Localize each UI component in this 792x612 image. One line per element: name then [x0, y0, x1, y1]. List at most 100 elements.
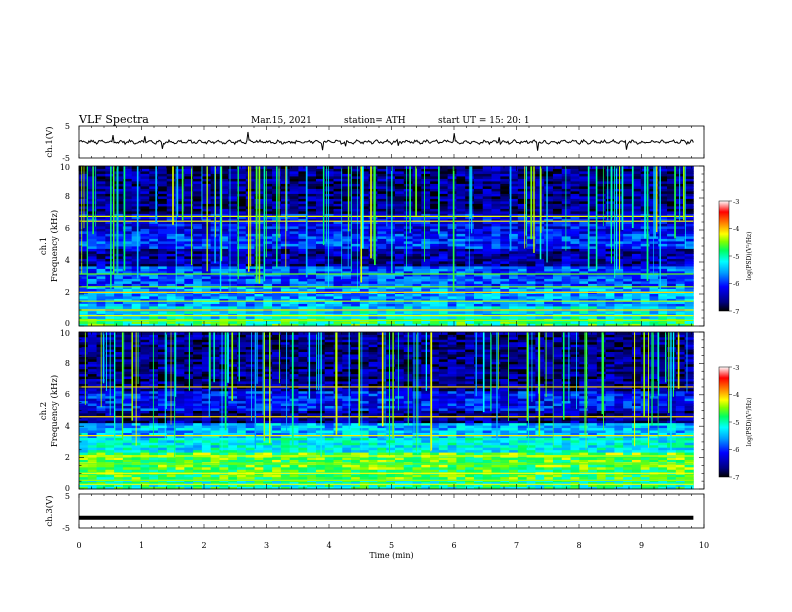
spectrogram-cell	[254, 486, 264, 490]
spectrogram-cell	[87, 166, 97, 169]
spectrogram-cell	[570, 168, 580, 172]
spectrogram-cell	[640, 281, 650, 284]
spectrogram-cell	[614, 166, 624, 169]
spectrogram-cell	[456, 261, 466, 264]
spectrogram-cell	[684, 311, 694, 314]
spectrogram-cell	[377, 216, 387, 219]
spectrogram-cell	[333, 188, 343, 192]
spectrogram-cell	[447, 246, 457, 249]
spectrogram-cell	[456, 298, 466, 302]
spectrogram-cell	[307, 178, 317, 182]
ch1-colorbar-tick-6: -6	[733, 280, 739, 288]
spectrogram-cell	[658, 258, 668, 262]
spectrogram-cell	[500, 268, 510, 272]
spectrogram-cell	[544, 171, 554, 174]
spectrogram-cell	[333, 236, 343, 239]
spectrogram-cell	[114, 203, 124, 207]
spectrogram-cell	[298, 183, 308, 187]
spectrogram-cell	[667, 253, 677, 257]
spectrogram-cell	[245, 281, 255, 284]
spectrogram-cell	[596, 226, 607, 229]
spectrogram-cell	[447, 323, 457, 327]
spectrogram-cell	[675, 258, 685, 262]
spectrogram-cell	[228, 273, 238, 277]
spectrogram-cell	[245, 271, 255, 274]
spectrogram-cell	[228, 231, 238, 234]
ch1-spectrogram-panel: 0 2 4 6 8 10 ch.1 Frequency (kHz) -3 -4 …	[39, 163, 753, 328]
spectrogram-cell	[79, 211, 89, 214]
spectrogram-cell	[140, 243, 150, 247]
spectrogram-cell	[386, 166, 396, 169]
spectrogram-cell	[79, 166, 89, 169]
spectrogram-cell	[149, 191, 159, 194]
spectrogram-cell	[245, 293, 255, 297]
spectrogram-cell	[447, 236, 457, 239]
spectrogram-cell	[201, 251, 212, 254]
spectrogram-cell	[175, 221, 185, 224]
spectrogram-cell	[79, 243, 89, 247]
spectrogram-cell	[684, 248, 694, 252]
spectrogram-cell	[684, 178, 694, 182]
spectrogram-cell	[245, 321, 255, 324]
spectrogram-cell	[386, 253, 396, 257]
spectrogram-cell	[263, 311, 273, 314]
spectrogram-cell	[228, 288, 238, 292]
spectrogram-cell	[509, 223, 519, 227]
spectrogram-cell	[307, 168, 317, 172]
spectrogram-cell	[465, 321, 475, 324]
spectrogram-cell	[596, 178, 607, 182]
spectrogram-cell	[517, 306, 528, 309]
spectrogram-cell	[509, 171, 519, 174]
spectrogram-cell	[684, 251, 694, 254]
spectrogram-cell	[122, 243, 133, 247]
spectrogram-cell	[605, 233, 615, 237]
spectrogram-cell	[236, 168, 247, 172]
spectrogram-cell	[193, 238, 203, 242]
spectrogram-cell	[491, 218, 501, 222]
spectrogram-cell	[403, 268, 413, 272]
spectrogram-cell	[403, 298, 413, 302]
spectrogram-cell	[394, 261, 405, 264]
spectrogram-cell	[166, 201, 176, 204]
spectrogram-cell	[377, 298, 387, 302]
spectrogram-cell	[552, 301, 563, 304]
spectrogram-cell	[482, 208, 492, 212]
spectrogram-cell	[114, 261, 124, 264]
spectrogram-cell	[412, 253, 422, 257]
spectrogram-cell	[552, 171, 563, 174]
spectrogram-cell	[447, 298, 457, 302]
spectrogram-cell	[403, 176, 413, 179]
spectrogram-cell	[614, 181, 624, 184]
spectrogram-cell	[272, 293, 282, 297]
spectrogram-cell	[509, 323, 519, 327]
spectrogram-cell	[122, 198, 133, 202]
spectrogram-cell	[201, 323, 212, 327]
spectrogram-cell	[307, 258, 317, 262]
spectrogram-cell	[87, 236, 97, 239]
spectrogram-cell	[491, 311, 501, 314]
spectrogram-cell	[140, 166, 150, 169]
spectrogram-cell	[456, 486, 466, 490]
spectrogram-cell	[421, 221, 431, 224]
spectrogram-cell	[184, 193, 194, 197]
spectrogram-cell	[438, 191, 449, 194]
spectrogram-cell	[447, 206, 457, 209]
spectrogram-cell	[96, 298, 106, 302]
spectrogram-cell	[377, 271, 387, 274]
spectrogram-cell	[640, 266, 650, 269]
spectrogram-cell	[430, 176, 440, 179]
spectrogram-cell	[517, 236, 528, 239]
spectrogram-cell	[219, 181, 229, 184]
spectrogram-cell	[675, 196, 685, 199]
spectrogram-cell	[87, 208, 97, 212]
spectrogram-cell	[658, 206, 668, 209]
spectrogram-cell	[105, 286, 115, 289]
spectrogram-cell	[79, 323, 89, 327]
spectrogram-cell	[166, 248, 176, 252]
spectrogram-cell	[254, 283, 264, 287]
spectrogram-cell	[675, 303, 685, 307]
spectrogram-cell	[105, 298, 115, 302]
spectrogram-cell	[79, 213, 89, 217]
spectrogram-cell	[114, 246, 124, 249]
spectrogram-cell	[561, 208, 571, 212]
